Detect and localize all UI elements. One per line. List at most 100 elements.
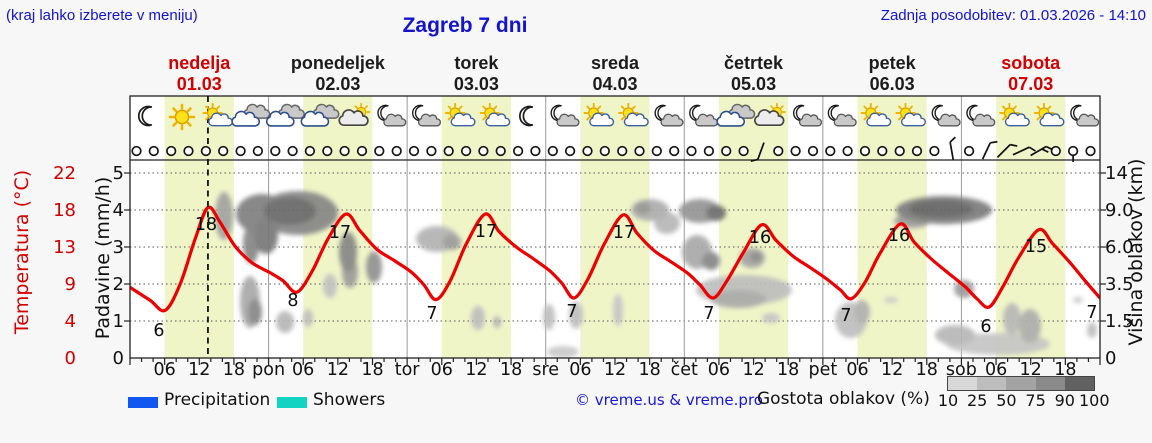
weather-icon-moon-cloud	[1070, 104, 1100, 127]
weather-icon-cloud-sun	[754, 102, 787, 127]
plot-background	[130, 96, 1100, 358]
wind-calm-circle	[270, 145, 281, 157]
cloud-blob	[264, 197, 316, 225]
wind-calm-circle	[183, 145, 194, 157]
wind-calm-circle	[304, 145, 316, 157]
cloud-blob	[303, 309, 313, 327]
weather-icon-moon-cloud	[412, 104, 442, 127]
temperature-value-label: 7	[1086, 303, 1097, 323]
daytime-band	[303, 96, 373, 358]
temperature-tick-label: 13	[53, 237, 76, 258]
cloud-blob	[835, 302, 867, 338]
x-axis-hour-label: 12	[604, 360, 626, 380]
weather-icon-moon	[519, 105, 534, 127]
wind-calm-circle	[218, 145, 229, 157]
wind-calm-circle	[842, 145, 853, 157]
cloud-blob	[243, 224, 259, 264]
cloud-blob	[1087, 322, 1097, 338]
page-title: Zagreb 7 dni	[402, 14, 528, 37]
wind-barb	[1030, 145, 1054, 157]
cloud-blob	[884, 297, 898, 303]
daytime-band	[441, 96, 512, 358]
day-date: 04.03	[592, 74, 638, 94]
chart-frame	[129, 95, 1101, 359]
wind-calm-circle	[894, 145, 905, 157]
cloud-blob	[416, 226, 458, 252]
day-header-nedelja: nedelja 01.03	[124, 53, 274, 95]
wind-calm-circle	[166, 145, 177, 157]
daytime-band	[996, 96, 1066, 358]
wind-calm-circle	[929, 145, 940, 157]
weather-icon-moon-cloud	[966, 104, 996, 127]
wind-calm-circle	[686, 145, 697, 157]
wind-barb	[750, 142, 765, 162]
daytime-band	[718, 96, 789, 358]
temperature-axis-title: Temperatura (°C)	[11, 169, 33, 335]
showers-legend-label: Showers	[313, 390, 386, 410]
weather-icon-sun-cloud	[895, 102, 926, 127]
weather-icon-clouds	[231, 103, 271, 127]
last-update-text: Zadnja posodobitev: 01.03.2026 - 14:10	[880, 7, 1146, 24]
wind-calm-circle	[877, 145, 888, 157]
temperature-value-label: 16	[749, 228, 771, 248]
cloud-blob	[471, 306, 485, 330]
weather-icon-sun-cloud	[479, 102, 511, 127]
cloud-blob	[894, 214, 930, 228]
copyright-link[interactable]: © vreme.us & vreme.pro	[575, 391, 763, 409]
temperature-curve	[130, 205, 1100, 313]
x-axis-hour-label: 18	[500, 360, 522, 380]
x-axis-hour-label: 18	[361, 360, 383, 380]
cloud-blob	[702, 252, 720, 270]
wind-calm-circle	[443, 145, 454, 157]
day-name: sobota	[1001, 53, 1061, 73]
wind-calm-circle	[1067, 145, 1079, 157]
cloud-density-scale-tick: 90	[1054, 391, 1075, 410]
cloud-density-scale-segment	[1006, 377, 1036, 390]
weather-icon-sun-cloud	[860, 102, 892, 127]
cloud-blob	[935, 325, 975, 345]
menu-hint-text: (kraj lahko izberete v meniju)	[6, 7, 198, 24]
weather-icon-cloud-sun	[338, 102, 371, 127]
x-axis-hour-label: 18	[223, 360, 245, 380]
cloud-blob	[635, 202, 651, 214]
x-axis-day-label: tor	[395, 360, 421, 380]
day-date: 07.03	[1008, 74, 1054, 94]
cloud-density-scale-tick: 75	[1025, 391, 1046, 410]
temperature-value-label: 16	[888, 226, 910, 246]
cloud-blob	[569, 301, 583, 329]
cloud-blob	[631, 199, 669, 221]
temperature-value-label: 8	[287, 291, 298, 311]
x-axis-hour-label: 12	[742, 360, 764, 380]
wind-calm-circle	[669, 145, 680, 157]
wind-calm-circle	[547, 145, 558, 157]
x-axis-hour-label: 06	[708, 360, 730, 380]
day-name: četrtek	[724, 53, 784, 73]
day-date: 03.03	[453, 74, 499, 94]
cloud-blob	[706, 205, 726, 221]
weather-icon-sun-cloud	[1033, 102, 1065, 127]
wind-calm-circle	[322, 145, 333, 157]
cloud-blob	[909, 200, 973, 218]
cloud-blob	[1003, 303, 1021, 335]
temperature-value-label: 6	[153, 321, 164, 341]
temperature-value-label: 7	[566, 302, 577, 322]
wind-barb	[996, 143, 1018, 158]
x-axis-day-label: čet	[671, 360, 698, 380]
cloud-density-blobs	[215, 191, 1097, 358]
weather-icon-sun-cloud	[444, 102, 476, 127]
x-axis-hour-label: 18	[916, 360, 938, 380]
cloud-blob	[854, 300, 870, 324]
cloud-density-legend-label: Gostota oblakov (%)	[757, 389, 930, 409]
wind-calm-circle	[1085, 145, 1096, 157]
wind-calm-circle	[790, 145, 801, 157]
wind-calm-circle	[235, 145, 246, 157]
wind-calm-circle	[911, 145, 923, 157]
wind-calm-circle	[617, 145, 628, 157]
wind-barb	[1012, 146, 1036, 156]
temperature-value-label: 17	[329, 223, 351, 243]
cloud-blob	[710, 290, 766, 308]
day-name: nedelja	[168, 53, 231, 73]
day-date: 06.03	[869, 74, 915, 94]
cloud-blob	[1019, 309, 1041, 343]
